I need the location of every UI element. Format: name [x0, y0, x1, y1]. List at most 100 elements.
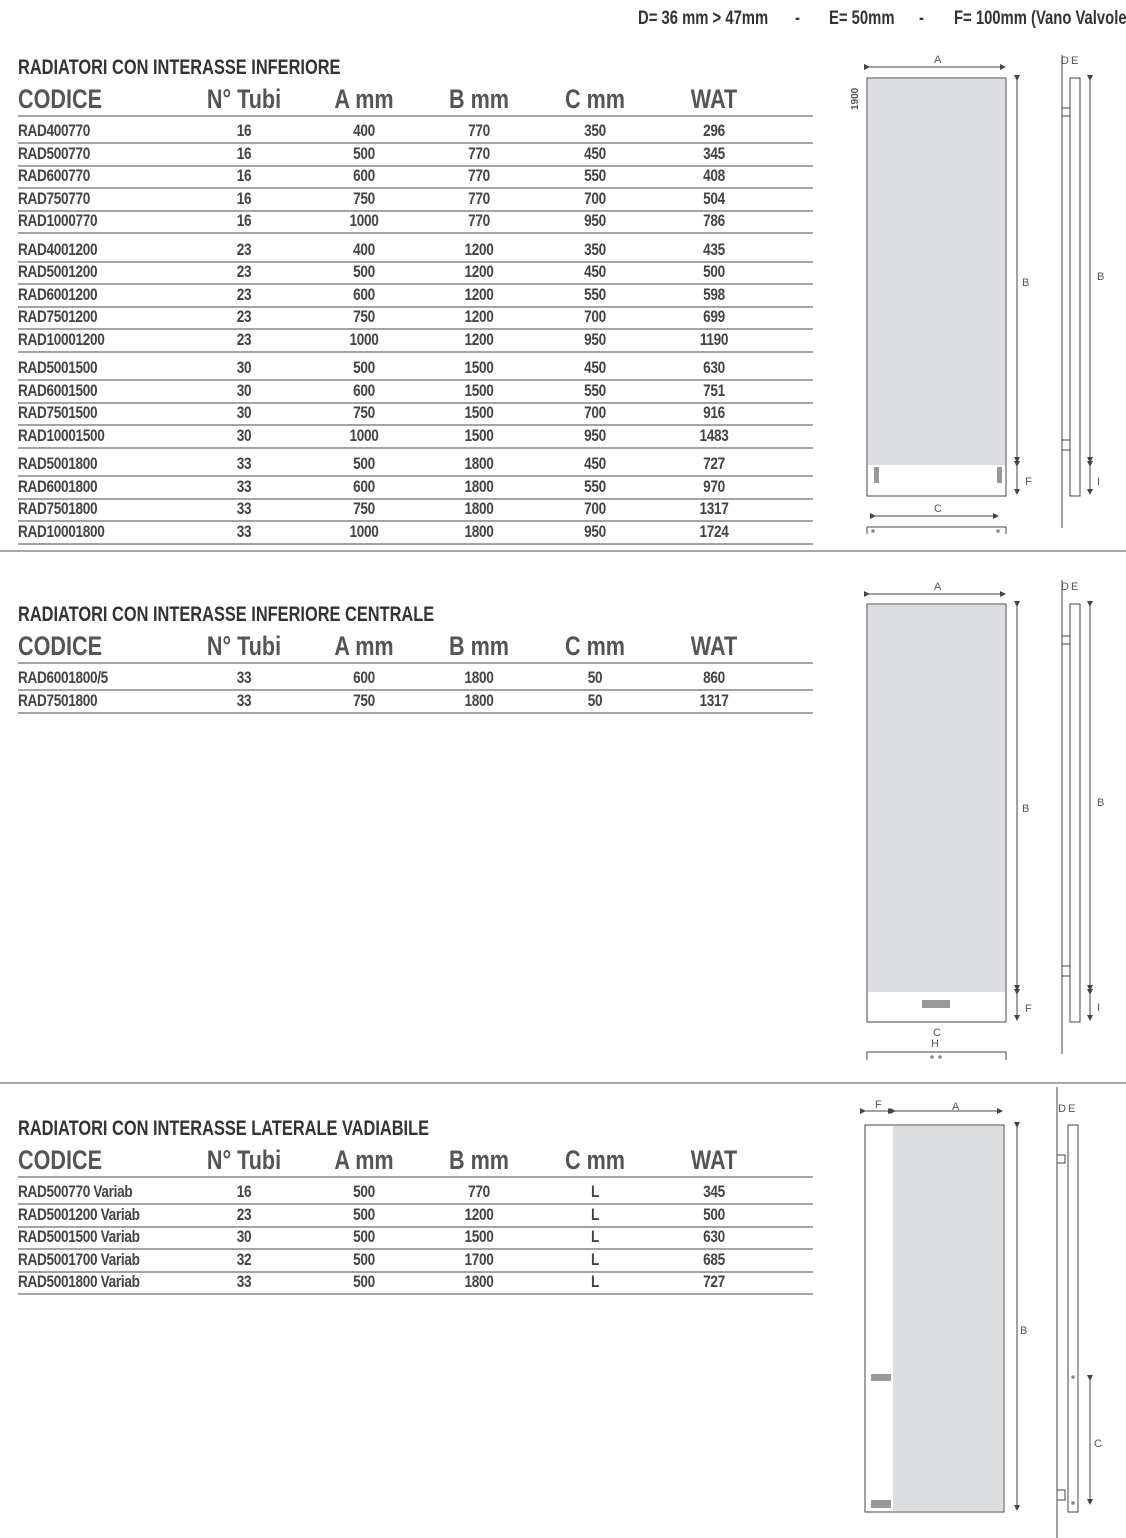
column-header: WAT: [690, 1145, 738, 1175]
table-cell: RAD400770: [18, 121, 90, 140]
table-cell: 30: [236, 358, 252, 377]
label-c: C: [1094, 1438, 1102, 1450]
table-cell: RAD10001800: [18, 521, 105, 541]
table-cell: 1800: [464, 453, 494, 473]
table-cell: 727: [703, 1272, 725, 1292]
label-b: B: [1097, 797, 1104, 809]
table-cell: RAD1000770: [18, 211, 98, 231]
header-rule: [18, 115, 813, 117]
table-cell: 950: [584, 425, 606, 445]
column-header: WAT: [690, 84, 738, 114]
label-e: E: [1071, 55, 1078, 67]
label-c: C: [933, 1027, 941, 1039]
table-cell: RAD5001800: [18, 453, 98, 473]
table-cell: L: [591, 1182, 599, 1201]
table-cell: 630: [703, 358, 725, 377]
table-cell: 970: [703, 476, 725, 496]
label-f: F: [1025, 476, 1032, 488]
row-rule: [18, 424, 813, 427]
table-cell: 450: [584, 262, 606, 282]
table-cell: 500: [353, 143, 375, 163]
table-cell: 33: [236, 453, 252, 473]
table-cell: 1000: [349, 425, 379, 445]
table-cell: 1800: [464, 499, 494, 519]
row-rule: [18, 1270, 813, 1273]
table-cell: 700: [584, 188, 606, 208]
table-cell: L: [591, 1204, 599, 1224]
table-cell: 600: [353, 380, 375, 400]
table-cell: 33: [236, 690, 252, 710]
table-cell: 1800: [464, 521, 494, 541]
table-cell: 751: [703, 380, 725, 400]
table-cell: 1500: [464, 425, 494, 445]
row-rule: [18, 209, 813, 212]
row-rule: [18, 520, 813, 523]
table-cell: 16: [236, 121, 252, 140]
table-cell: 1724: [699, 521, 729, 541]
table-cell: 550: [584, 476, 606, 496]
column-header: C mm: [564, 631, 626, 661]
label-b: B: [1097, 271, 1104, 283]
diagram-lateral-connection-side: [1056, 1087, 1093, 1538]
table-cell: 750: [353, 188, 375, 208]
table-cell: RAD5001200 Variab: [18, 1204, 140, 1224]
note-separator: -: [795, 8, 800, 29]
row-rule: [18, 260, 813, 263]
table-cell: RAD7501200: [18, 307, 98, 327]
label-c: C: [934, 503, 942, 515]
table-cell: 33: [236, 476, 252, 496]
table-cell: 770: [468, 211, 490, 231]
label-d: D: [1061, 581, 1069, 593]
table-cell: 30: [236, 380, 252, 400]
label-e: E: [1071, 581, 1078, 593]
table-cell: 450: [584, 453, 606, 473]
column-header: B mm: [448, 1145, 510, 1175]
table-cell: 23: [236, 262, 252, 282]
column-header: C mm: [564, 84, 626, 114]
table-cell: 1317: [699, 499, 729, 519]
table-cell: 1800: [464, 476, 494, 496]
label-b: B: [1022, 803, 1029, 815]
column-header: A mm: [334, 631, 394, 661]
table-cell: RAD5001200: [18, 262, 98, 282]
table-cell: 950: [584, 329, 606, 349]
table-cell: 500: [353, 262, 375, 282]
table-cell: 400: [353, 239, 375, 259]
table-cell: RAD7501800: [18, 690, 98, 710]
table-cell: 345: [703, 143, 725, 163]
table-cell: 1700: [464, 1249, 494, 1269]
row-rule: [18, 350, 813, 353]
label-f: F: [875, 1099, 882, 1111]
table-cell: 598: [703, 284, 725, 304]
table-cell: 23: [236, 329, 252, 349]
section-divider: [0, 1082, 1126, 1084]
column-header: N° Tubi: [206, 84, 282, 114]
row-rule: [18, 401, 813, 404]
table-cell: 1000: [349, 329, 379, 349]
row-rule: [18, 542, 813, 545]
label-b: B: [1020, 1325, 1027, 1337]
table-cell: 23: [236, 307, 252, 327]
table-cell: 699: [703, 307, 725, 327]
table-cell: 770: [468, 166, 490, 186]
table-cell: 16: [236, 1182, 252, 1201]
table-cell: 770: [468, 121, 490, 140]
table-cell: 33: [236, 1272, 252, 1292]
table-cell: 500: [353, 358, 375, 377]
table-cell: 770: [468, 1182, 490, 1201]
dimension-note: D= 36 mm > 47mm: [638, 8, 769, 29]
table-cell: 1190: [699, 329, 729, 349]
table-cell: 1200: [464, 1204, 494, 1224]
diagram-central-connection-side: [1061, 580, 1093, 1054]
column-header: N° Tubi: [206, 631, 282, 661]
table-cell: 600: [353, 166, 375, 186]
column-header: A mm: [334, 84, 394, 114]
table-cell: 16: [236, 188, 252, 208]
row-rule: [18, 379, 813, 381]
row-rule: [18, 474, 813, 477]
table-cell: 860: [703, 668, 725, 687]
table-cell: RAD10001200: [18, 329, 105, 349]
table-cell: 600: [353, 668, 375, 687]
table-cell: 1200: [464, 307, 494, 327]
row-rule: [18, 711, 813, 714]
